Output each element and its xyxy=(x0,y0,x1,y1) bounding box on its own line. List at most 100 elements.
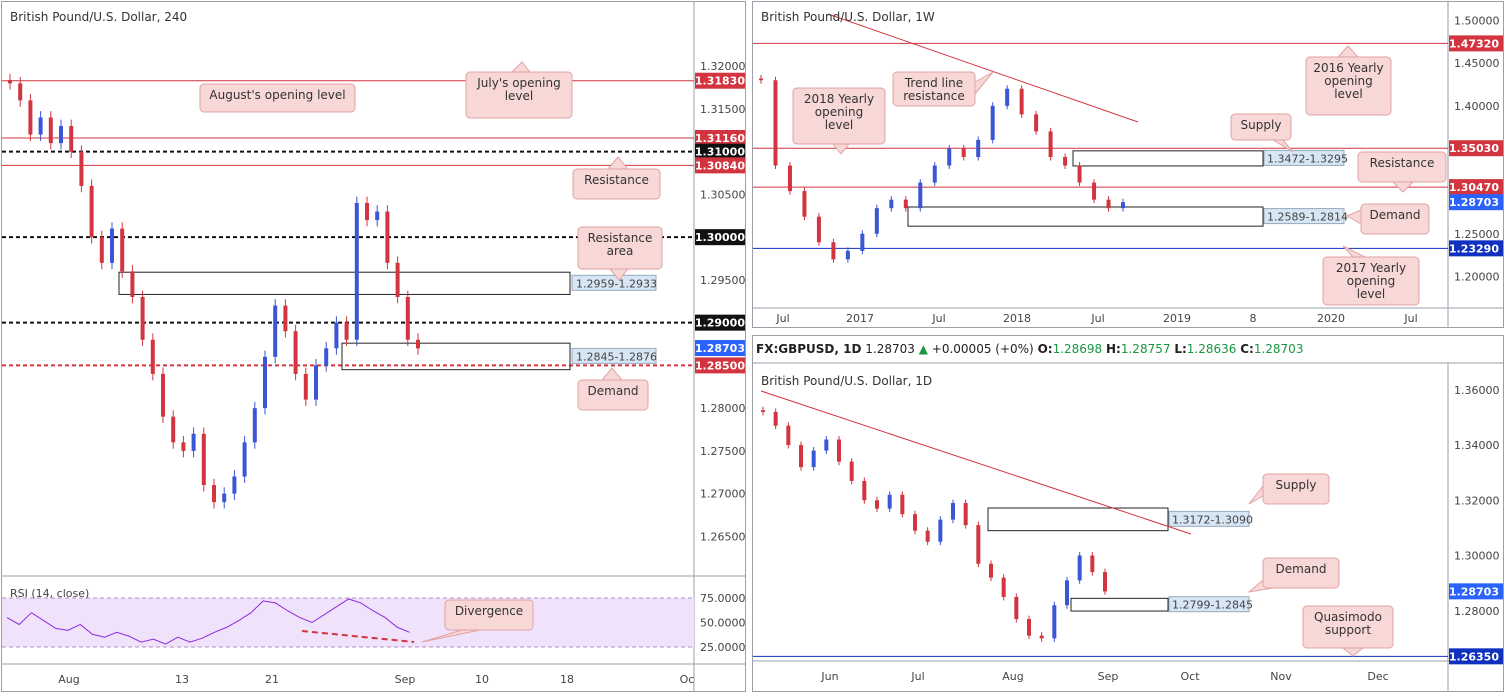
h4-callout-demand xyxy=(577,379,649,411)
candle-body xyxy=(925,530,930,542)
candle-body xyxy=(150,339,155,374)
infobar-low-label: L: xyxy=(1174,342,1187,356)
w1-callout-2016-open-text: opening xyxy=(1324,74,1373,88)
candle-body xyxy=(874,208,879,234)
infobar-close: 1.28703 xyxy=(1253,342,1304,356)
w1-callout-2017-open-pointer xyxy=(1342,245,1366,258)
w1-callout-2017-open-text: level xyxy=(1357,287,1386,301)
d1-callout-quasimodo-text: Quasimodo xyxy=(1314,610,1382,624)
d1-time-tick: Jul xyxy=(910,670,924,683)
h4-level-tag-text: 1.28500 xyxy=(695,359,745,372)
d1-zone-label-text: 1.3172-1.3090 xyxy=(1172,513,1253,526)
candle-body xyxy=(365,202,369,221)
candle-body xyxy=(947,148,952,166)
w1-chart-title: British Pound/U.S. Dollar, 1W xyxy=(761,10,935,24)
candle-body xyxy=(976,139,981,157)
w1-callout-2018-open-text: opening xyxy=(815,105,864,119)
d1-current-price-tag-text: 1.28703 xyxy=(1449,585,1499,598)
candle-body xyxy=(989,563,993,578)
candle-body xyxy=(824,439,829,451)
w1-callout-2016-open-text: 2016 Yearly xyxy=(1313,61,1383,75)
candle-body xyxy=(889,199,894,209)
w1-callout-demand-text: Demand xyxy=(1370,208,1421,222)
candle-body xyxy=(222,493,227,503)
candle-body xyxy=(831,242,836,260)
candle-body xyxy=(334,322,339,349)
candle-body xyxy=(1103,572,1107,592)
infobar-up-arrow-icon: ▲ xyxy=(918,342,928,356)
d1-chart-title: British Pound/U.S. Dollar, 1D xyxy=(761,374,933,388)
candle-body xyxy=(79,151,84,186)
d1-time-tick: Oct xyxy=(1180,670,1200,683)
infobar-open: 1.28698 xyxy=(1052,342,1103,356)
w1-chart-panel[interactable]: 1.500001.450001.400001.350001.300001.250… xyxy=(752,1,1504,328)
candle-body xyxy=(130,271,135,297)
infobar-high-label: H: xyxy=(1106,342,1121,356)
w1-callout-supply-text: Supply xyxy=(1241,118,1282,132)
infobar-symbol: FX:GBPUSD, 1D xyxy=(756,342,862,356)
h4-level-tag xyxy=(695,130,745,146)
d1-chart-panel[interactable]: 1.36000 1.34000 1.32000 1.30000 1.28000 1.263… xyxy=(752,335,1504,692)
w1-callout-resistance xyxy=(1357,151,1447,183)
candle-body xyxy=(99,237,104,263)
d1-zone-box xyxy=(987,507,1169,532)
candle-body xyxy=(28,100,33,135)
h4-rsi-tick: 75.0000 xyxy=(700,592,746,605)
candle-body xyxy=(191,433,196,451)
h4-time-tick: 18 xyxy=(560,673,574,686)
w1-level-tag-text: 1.47320 xyxy=(1449,37,1499,50)
candle-body xyxy=(375,211,380,221)
h4-callout-resistance-text: Resistance xyxy=(584,173,649,187)
candle-body xyxy=(1121,202,1125,209)
candle-body xyxy=(900,494,905,515)
candle-body xyxy=(416,339,420,349)
h4-chart-title: British Pound/U.S. Dollar, 240 xyxy=(10,10,188,24)
w1-level-tag xyxy=(1449,179,1503,196)
h4-level-tag-text: 1.31160 xyxy=(695,132,745,145)
candle-body xyxy=(89,185,94,238)
h4-price-tick: 1.28000 xyxy=(700,402,746,415)
d1-zone-label xyxy=(1168,596,1250,613)
candle-body xyxy=(862,480,867,501)
h4-time-tick: 13 xyxy=(175,673,189,686)
h4-chart-svg[interactable]: 1.32000 1.31500 1.30500 1.29500 1.28000 1.275… xyxy=(2,2,746,692)
h4-time-tick: 10 xyxy=(475,673,489,686)
candle-body xyxy=(1092,182,1097,200)
w1-chart-svg[interactable]: 1.500001.450001.400001.350001.300001.250… xyxy=(753,2,1504,328)
w1-current-price-tag xyxy=(1449,194,1503,211)
h4-rsi-label: RSI (14, close) xyxy=(10,587,89,600)
candle-body xyxy=(48,117,53,144)
d1-infobar: FX:GBPUSD, 1D 1.28703 ▲ +0.00005 (+0%) O… xyxy=(756,342,1303,356)
h4-divergence-line xyxy=(301,630,415,643)
h4-level-tag xyxy=(695,143,745,160)
h4-level-tag xyxy=(695,157,745,174)
candle-body xyxy=(990,105,995,140)
d1-chart-svg[interactable]: 1.36000 1.34000 1.32000 1.30000 1.28000 1.263… xyxy=(753,336,1504,692)
h4-callout-resistance-area xyxy=(577,226,663,270)
candle-body xyxy=(344,322,349,340)
w1-price-tick: 1.40000 xyxy=(1454,100,1500,113)
candle-body xyxy=(69,126,74,152)
d1-callout-supply xyxy=(1262,473,1330,505)
w1-level-tag-text: 1.30470 xyxy=(1449,181,1499,194)
candle-body xyxy=(1034,114,1039,132)
h4-time-tick: 21 xyxy=(265,673,279,686)
w1-trend-line xyxy=(827,13,1139,123)
w1-price-tick: 1.20000 xyxy=(1454,270,1500,283)
d1-time-tick: Dec xyxy=(1367,670,1388,683)
w1-callout-2016-open-text: level xyxy=(1334,87,1363,101)
w1-callout-demand-pointer xyxy=(1345,209,1362,225)
d1-time-tick: Aug xyxy=(1002,670,1023,683)
d1-callout-demand-text: Demand xyxy=(1276,562,1327,576)
h4-callout-resistance-pointer xyxy=(606,156,630,170)
d1-level-tag-text: 1.26350 xyxy=(1449,650,1499,663)
h4-time-tick: Sep xyxy=(395,673,416,686)
h4-callout-july-open xyxy=(465,71,573,119)
w1-time-tick: Jul xyxy=(1090,312,1104,325)
h4-level-tag-text: 1.31830 xyxy=(695,75,745,88)
w1-callout-2018-open xyxy=(792,87,886,145)
h4-chart-panel[interactable]: 1.32000 1.31500 1.30500 1.29500 1.28000 1.275… xyxy=(1,1,746,692)
h4-price-tick: 1.27000 xyxy=(700,488,746,501)
candle-body xyxy=(252,408,257,443)
h4-level-tag xyxy=(695,72,745,89)
